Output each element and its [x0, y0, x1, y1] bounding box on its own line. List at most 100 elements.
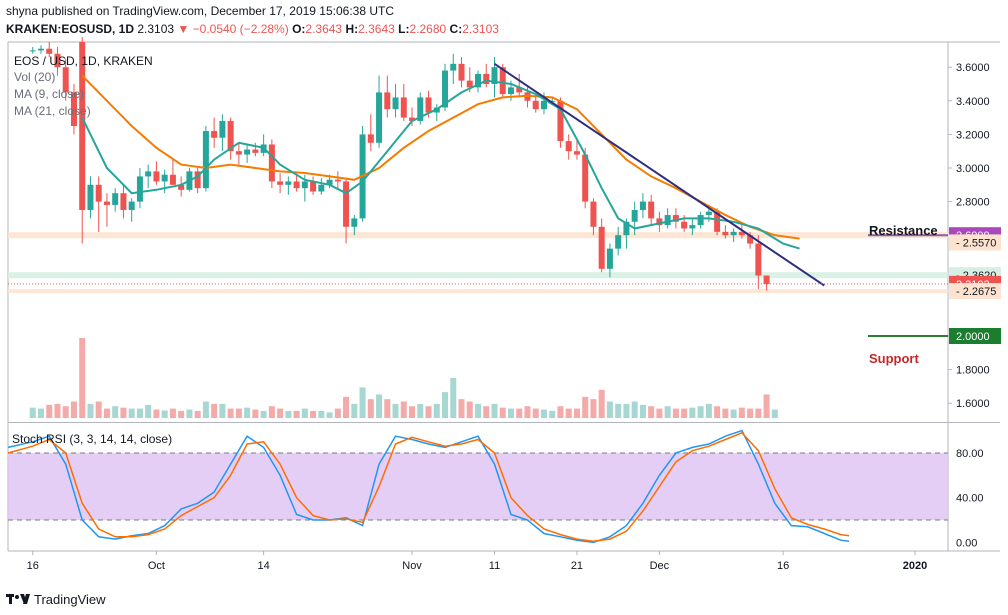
candle[interactable]	[136, 168, 143, 209]
candle[interactable]	[70, 84, 77, 135]
candle-body	[730, 231, 737, 236]
candle[interactable]	[268, 139, 275, 189]
tradingview-logo[interactable]: TradingView	[6, 591, 106, 607]
candle-body	[310, 181, 317, 192]
candle-body	[145, 171, 152, 177]
candle[interactable]	[252, 142, 259, 157]
candle[interactable]	[202, 126, 209, 192]
candle[interactable]	[475, 70, 481, 93]
price-tick-label: 3.2000	[956, 129, 990, 141]
candle[interactable]	[376, 75, 383, 148]
candle[interactable]	[763, 275, 770, 291]
price-tag-bg	[949, 328, 1001, 344]
candle[interactable]	[450, 53, 457, 84]
candle[interactable]	[103, 193, 110, 227]
candle[interactable]	[169, 159, 176, 185]
candle[interactable]	[648, 194, 655, 226]
volume-bar	[697, 406, 704, 418]
candle[interactable]	[128, 198, 135, 222]
volume-bar	[136, 408, 143, 418]
candle[interactable]	[458, 57, 465, 88]
candle[interactable]	[211, 117, 218, 148]
time-tick-label: Nov	[402, 560, 422, 572]
volume-bar	[491, 403, 498, 418]
volume-bar	[70, 401, 77, 418]
candle-body	[103, 201, 110, 205]
candle[interactable]	[145, 164, 152, 189]
candle[interactable]	[334, 171, 341, 189]
volume-bar	[573, 408, 580, 418]
volume-bar	[29, 407, 36, 418]
candle-body	[573, 151, 580, 155]
candle[interactable]	[689, 218, 696, 236]
candle[interactable]	[656, 211, 663, 232]
candle[interactable]	[277, 173, 284, 194]
candle[interactable]	[112, 188, 119, 212]
candle[interactable]	[79, 36, 86, 244]
volume-bar	[103, 408, 110, 418]
candle[interactable]	[664, 208, 671, 229]
candle[interactable]	[343, 178, 350, 244]
candle[interactable]	[153, 161, 160, 185]
candle[interactable]	[62, 58, 69, 101]
candle[interactable]	[161, 169, 168, 194]
candle[interactable]	[384, 75, 391, 118]
candle[interactable]	[87, 176, 94, 219]
candle[interactable]	[400, 84, 407, 121]
candle[interactable]	[615, 226, 622, 256]
candle[interactable]	[730, 228, 737, 242]
candle[interactable]	[367, 114, 374, 152]
candle[interactable]	[755, 235, 762, 289]
candle-body	[623, 221, 630, 236]
candle[interactable]	[631, 201, 638, 236]
candle[interactable]	[285, 176, 292, 195]
candle[interactable]	[29, 47, 36, 54]
candle[interactable]	[516, 73, 523, 98]
candle[interactable]	[590, 198, 597, 236]
price-pane[interactable]	[8, 42, 948, 420]
candle[interactable]	[310, 176, 317, 195]
time-tick-label: 21	[571, 560, 583, 572]
candle[interactable]	[565, 134, 572, 160]
candle[interactable]	[235, 142, 242, 165]
candle[interactable]	[244, 144, 251, 163]
candle[interactable]	[95, 176, 102, 232]
candle[interactable]	[351, 215, 358, 236]
candle[interactable]	[120, 184, 127, 219]
stoch-band	[8, 452, 948, 521]
volume-bar	[87, 403, 94, 418]
symbol[interactable]: KRAKEN:EOSUSD, 1D	[6, 22, 135, 36]
candle[interactable]	[672, 208, 679, 229]
candle-body	[442, 70, 449, 108]
trendline[interactable]	[493, 63, 825, 287]
candle[interactable]	[639, 193, 646, 219]
chart-canvas[interactable]: 0.00 40.00 80.00 1.6000 1.8000 2.0000 2.8000 3…	[0, 0, 1008, 585]
candle-body	[606, 248, 613, 269]
candle[interactable]	[194, 168, 201, 194]
candle[interactable]	[227, 117, 234, 160]
candle[interactable]	[697, 211, 704, 229]
candle[interactable]	[318, 178, 325, 195]
candle[interactable]	[409, 107, 416, 126]
candle[interactable]	[557, 97, 564, 148]
high-label: H:	[345, 22, 359, 36]
volume-bar	[475, 403, 481, 418]
candle[interactable]	[392, 84, 399, 118]
legend-ma21: MA (21, close)	[14, 104, 91, 118]
candle[interactable]	[219, 114, 226, 152]
candle[interactable]	[606, 243, 613, 278]
candle[interactable]	[46, 42, 53, 58]
candle[interactable]	[178, 176, 185, 197]
candle-body	[293, 181, 300, 189]
candle[interactable]	[722, 225, 729, 239]
candle[interactable]	[483, 63, 490, 88]
candle[interactable]	[582, 147, 589, 209]
candle[interactable]	[37, 45, 44, 54]
candle[interactable]	[598, 218, 605, 273]
candle[interactable]	[293, 174, 300, 192]
candle[interactable]	[417, 92, 424, 125]
volume-bar	[755, 408, 762, 418]
candle[interactable]	[54, 47, 61, 76]
stoch-tick-label: 40.00	[956, 493, 984, 505]
candle[interactable]	[738, 225, 745, 239]
